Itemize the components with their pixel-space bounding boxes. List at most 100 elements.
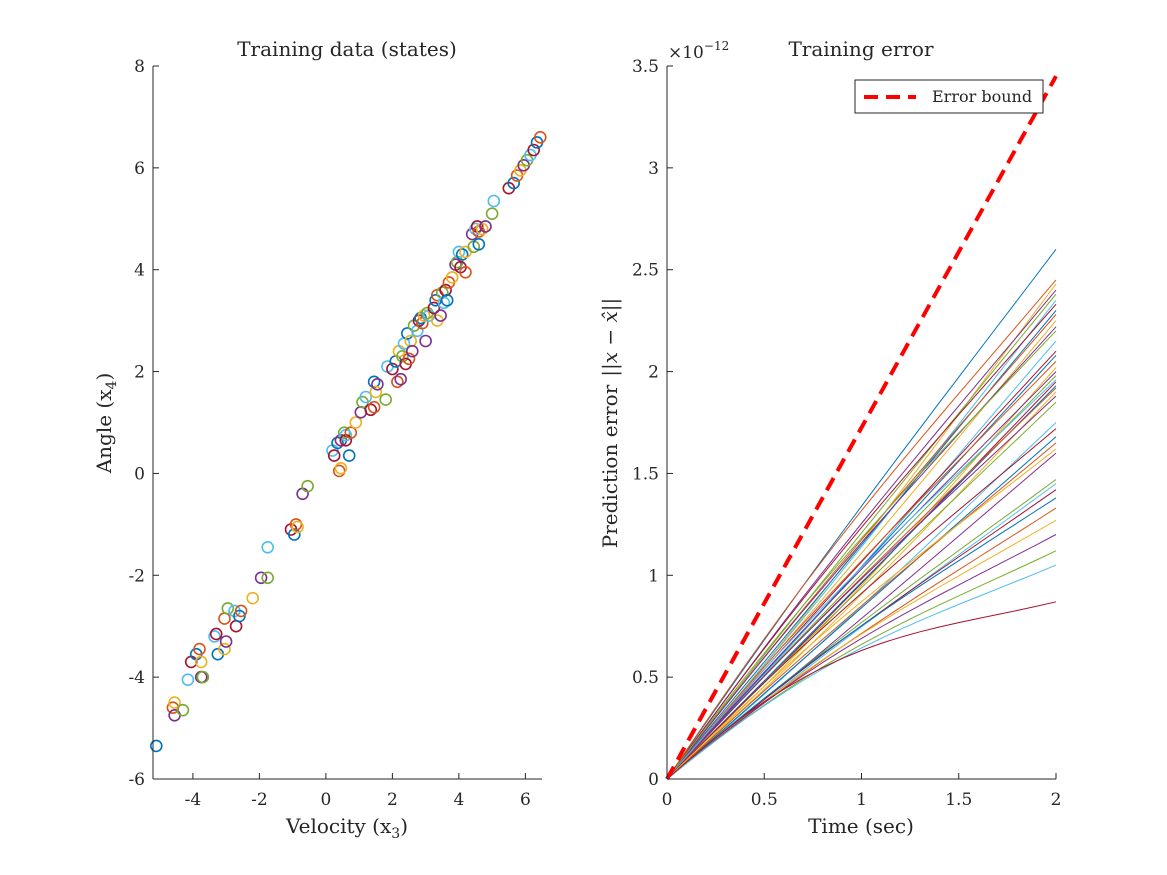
error-y-tick-label: 0 [648,770,659,790]
scatter-y-tick-label: 8 [134,57,145,77]
scatter-point [334,461,348,475]
scatter-x-tick-label: -2 [251,790,268,810]
scatter-point [364,403,378,417]
scatter-chart: Training data (states) -4 -2 0 2 4 6 -6 -4 -2 0 2 4… [92,37,547,842]
scatter-point [234,604,248,618]
scatter-y-tick-label: 4 [134,261,145,281]
scatter-axes: -4 -2 0 2 4 6 -6 -4 -2 0 2 4 6 8 [128,57,542,810]
scatter-y-tick-label: 2 [134,363,145,383]
error-x-tick-label: 2 [1051,790,1062,810]
scatter-point [485,207,499,220]
scatter-point [332,464,346,478]
error-y-tick-label: 3.5 [632,57,659,77]
error-y-tick-label: 2.5 [632,261,659,281]
scatter-point [194,655,208,669]
scatter-point [533,131,547,144]
error-lines [666,248,1057,780]
scatter-x-tick-label: 6 [520,790,531,810]
scatter-y-tick-label: -6 [128,770,145,790]
scatter-point [337,426,351,440]
error-x-tick-label: 1 [856,790,867,810]
scatter-x-tick-label: 2 [387,790,398,810]
error-series-line [666,379,1057,780]
error-x-tick-label: 1.5 [945,790,972,810]
error-y-tick-label: 0.5 [632,668,659,688]
scatter-point [289,518,303,531]
scatter-point [261,571,275,585]
scatter-y-tick-label: -4 [128,668,145,688]
scatter-point [427,301,441,315]
error-series-line [666,601,1057,780]
scatter-point [219,635,233,648]
scatter-point [208,630,221,643]
scatter-y-tick-label: -2 [128,566,145,586]
error-series-line [666,428,1057,780]
error-series-line [666,436,1057,780]
error-y-exponent: ×10−12 [668,39,729,63]
error-x-tick-label: 0.5 [751,790,778,810]
error-chart: Training error ×10−12 0 0.5 1 1.5 2 0 0.5 1 1.5 2… [598,37,1061,838]
scatter-point [301,479,314,493]
error-x-axis-label: Time (sec) [808,814,914,838]
error-series-line [666,330,1057,780]
error-series-line [666,367,1057,780]
error-bound-dashed-line [665,75,1058,780]
error-series-line [666,442,1057,780]
scatter-point [487,194,501,208]
error-y-tick-label: 1.5 [632,464,659,484]
scatter-y-axis-label: Angle (x4) [92,373,120,475]
error-y-tick-label: 2 [648,363,659,383]
scatter-point [459,265,472,279]
error-title: Training error [788,37,934,61]
scatter-point [394,372,408,386]
error-series-line [666,395,1057,780]
error-y-axis-label: Prediction error||x − x̂|| [598,298,623,549]
scatter-y-tick-label: 0 [134,464,145,484]
error-series-line [666,534,1057,780]
error-y-tick-label: 1 [648,566,659,586]
scatter-point [415,316,429,330]
scatter-point [359,390,373,404]
error-series-line [666,371,1057,780]
scatter-point [405,344,419,358]
scatter-point [344,426,358,440]
error-series-line [666,303,1057,780]
error-series-line [666,564,1057,780]
scatter-point [371,377,384,391]
error-bound-line [665,75,1058,780]
scatter-point [391,375,404,389]
scatter-points [150,131,547,753]
scatter-point [386,362,399,376]
error-series-line [666,497,1057,780]
scatter-point [402,352,416,366]
error-axes: 0 0.5 1 1.5 2 0 0.5 1 1.5 2 2.5 3 3.5 [632,57,1061,810]
error-y-tick-label: 3 [648,159,659,179]
scatter-point [419,334,432,348]
scatter-point [246,591,259,605]
scatter-point [417,309,431,322]
scatter-point [475,222,489,236]
error-series-line [666,279,1057,780]
scatter-point [181,673,195,687]
error-series-line [666,326,1057,780]
scatter-x-axis-label: Velocity (x3) [285,814,408,842]
scatter-point [367,400,381,414]
scatter-point [193,642,206,656]
scatter-point [527,143,541,157]
scatter-x-tick-label: 0 [320,790,331,810]
scatter-point [434,309,447,322]
scatter-point [254,571,268,585]
scatter-point [507,176,521,190]
scatter-point [221,602,235,615]
scatter-point [369,385,383,399]
scatter-point [196,670,210,684]
scatter-point [209,627,223,641]
scatter-x-tick-label: 4 [453,790,464,810]
error-series-line [666,519,1057,780]
scatter-point [472,238,486,251]
error-series-line [666,248,1057,780]
error-series-line [666,293,1057,780]
error-x-tick-label: 0 [662,790,673,810]
